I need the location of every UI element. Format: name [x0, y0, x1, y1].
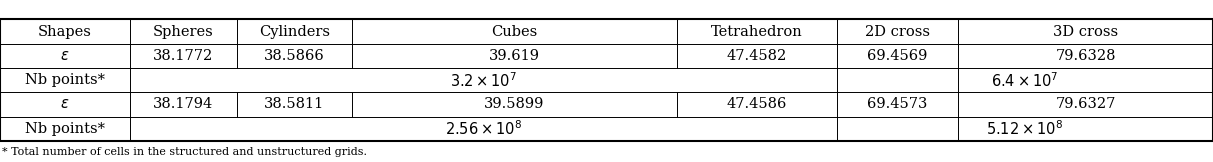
- Text: 69.4569: 69.4569: [867, 49, 928, 63]
- Text: $\varepsilon$: $\varepsilon$: [61, 98, 69, 111]
- Text: 39.5899: 39.5899: [484, 98, 545, 111]
- Text: 47.4582: 47.4582: [727, 49, 787, 63]
- Text: Tetrahedron: Tetrahedron: [711, 25, 803, 39]
- Text: 38.5811: 38.5811: [264, 98, 324, 111]
- Text: Spheres: Spheres: [153, 25, 213, 39]
- Text: $\varepsilon$: $\varepsilon$: [61, 49, 69, 63]
- Text: 38.1772: 38.1772: [153, 49, 213, 63]
- Text: Shapes: Shapes: [38, 25, 92, 39]
- Text: Nb points*: Nb points*: [25, 73, 104, 87]
- Text: 3D cross: 3D cross: [1053, 25, 1118, 39]
- Text: 2D cross: 2D cross: [865, 25, 930, 39]
- Text: 38.5866: 38.5866: [263, 49, 325, 63]
- Text: 69.4573: 69.4573: [867, 98, 928, 111]
- Text: $5.12 \times 10^{8}$: $5.12 \times 10^{8}$: [986, 119, 1064, 138]
- Text: 47.4586: 47.4586: [727, 98, 787, 111]
- Text: Cylinders: Cylinders: [258, 25, 330, 39]
- Text: 39.619: 39.619: [489, 49, 540, 63]
- Text: Cubes: Cubes: [491, 25, 537, 39]
- Text: 38.1794: 38.1794: [153, 98, 213, 111]
- Text: $2.56 \times 10^{8}$: $2.56 \times 10^{8}$: [445, 119, 522, 138]
- Text: $3.2 \times 10^{7}$: $3.2 \times 10^{7}$: [450, 71, 517, 90]
- Text: * Total number of cells in the structured and unstructured grids.: * Total number of cells in the structure…: [2, 147, 368, 157]
- Text: Nb points*: Nb points*: [25, 122, 104, 136]
- Text: 79.6328: 79.6328: [1055, 49, 1116, 63]
- Text: 79.6327: 79.6327: [1055, 98, 1116, 111]
- Text: $6.4 \times 10^{7}$: $6.4 \times 10^{7}$: [991, 71, 1059, 90]
